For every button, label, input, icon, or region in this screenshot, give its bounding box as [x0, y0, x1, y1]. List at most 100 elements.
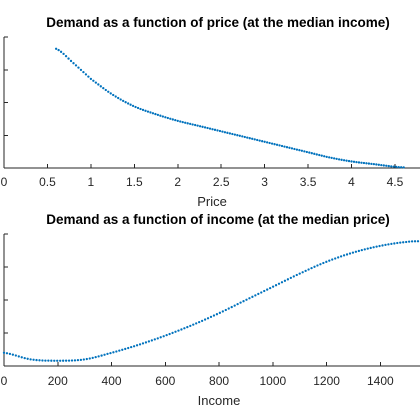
- data-point: [85, 357, 88, 361]
- data-point: [191, 123, 194, 126]
- data-point: [251, 137, 254, 140]
- data-point: [375, 245, 378, 248]
- series-income: [2, 240, 420, 362]
- data-point: [174, 330, 177, 333]
- data-point: [366, 247, 369, 250]
- data-point: [362, 161, 366, 165]
- data-point: [109, 92, 112, 95]
- data-point: [129, 103, 132, 106]
- data-point: [149, 111, 152, 114]
- x-tick-label: 1200: [313, 374, 340, 388]
- data-point: [57, 48, 60, 52]
- data-point: [107, 90, 110, 93]
- data-point: [131, 104, 135, 108]
- x-tick-label: 1: [88, 175, 95, 189]
- data-point: [370, 162, 373, 166]
- data-point: [154, 112, 157, 116]
- data-point: [283, 279, 287, 282]
- data-point: [209, 315, 213, 319]
- data-point: [29, 358, 32, 361]
- data-point: [159, 336, 162, 339]
- data-point: [20, 356, 23, 359]
- data-point: [350, 160, 353, 163]
- data-point: [171, 331, 174, 335]
- data-point: [241, 135, 244, 138]
- data-point: [333, 157, 336, 160]
- data-point: [238, 134, 241, 137]
- data-point: [340, 158, 343, 161]
- data-point: [118, 349, 121, 352]
- data-point: [348, 252, 352, 255]
- data-point: [218, 311, 222, 314]
- data-point: [369, 246, 372, 250]
- data-point: [203, 126, 207, 129]
- data-point: [156, 113, 160, 117]
- data-point: [127, 346, 130, 350]
- data-point: [146, 110, 150, 113]
- chart-title-income: Demand as a function of income (at the m…: [46, 212, 390, 227]
- data-point: [213, 128, 217, 131]
- data-point: [337, 158, 341, 161]
- data-point: [99, 85, 102, 88]
- data-point: [47, 359, 50, 362]
- data-point: [135, 344, 139, 347]
- data-point: [74, 64, 78, 67]
- data-point: [32, 358, 35, 361]
- data-point: [59, 50, 63, 53]
- data-point: [319, 263, 322, 266]
- x-tick-label: 1000: [259, 374, 286, 388]
- data-point: [132, 345, 136, 348]
- data-point: [310, 266, 313, 270]
- data-point: [228, 132, 232, 135]
- data-point: [198, 125, 202, 128]
- data-point: [126, 102, 130, 105]
- data-point: [303, 150, 306, 153]
- data-point: [339, 255, 343, 258]
- data-point: [35, 358, 38, 362]
- data-point: [166, 116, 169, 120]
- data-point: [372, 163, 376, 166]
- data-point: [233, 304, 236, 307]
- data-point: [61, 359, 65, 362]
- data-point: [5, 352, 9, 355]
- data-point: [114, 95, 117, 98]
- data-point: [263, 289, 266, 293]
- x-ticks-price: 0 0.5 1 1.5 2 2.5 3 3.5 4 4.5: [1, 164, 404, 189]
- data-point: [307, 268, 310, 271]
- data-point: [253, 138, 256, 141]
- data-point: [274, 284, 278, 287]
- data-point: [387, 164, 390, 168]
- data-point: [278, 144, 281, 147]
- data-point: [231, 132, 234, 136]
- data-point: [397, 165, 400, 169]
- data-point: [313, 152, 316, 155]
- data-point: [283, 145, 286, 148]
- data-point: [310, 152, 313, 155]
- data-point: [263, 140, 266, 143]
- data-point: [203, 318, 207, 321]
- data-point: [82, 70, 85, 74]
- x-tick-label: 3.5: [300, 175, 317, 189]
- data-point: [224, 308, 227, 312]
- x-tick-label: 0: [1, 175, 8, 189]
- data-point: [206, 317, 210, 320]
- data-point: [134, 105, 137, 109]
- data-point: [174, 119, 177, 122]
- data-point: [62, 52, 65, 56]
- data-point: [94, 355, 97, 359]
- data-point: [328, 259, 331, 262]
- chart-panel-price: Demand as a function of price (at the me…: [1, 15, 420, 209]
- data-point: [168, 332, 171, 336]
- data-point: [352, 160, 356, 163]
- data-point: [115, 350, 118, 353]
- data-point: [295, 148, 299, 151]
- data-point: [251, 295, 254, 298]
- data-point: [73, 359, 77, 362]
- data-point: [245, 298, 248, 301]
- data-point: [77, 66, 80, 69]
- data-point: [200, 319, 204, 322]
- data-point: [161, 115, 165, 118]
- data-point: [82, 358, 85, 361]
- data-point: [227, 307, 230, 310]
- x-tick-label: 200: [48, 374, 68, 388]
